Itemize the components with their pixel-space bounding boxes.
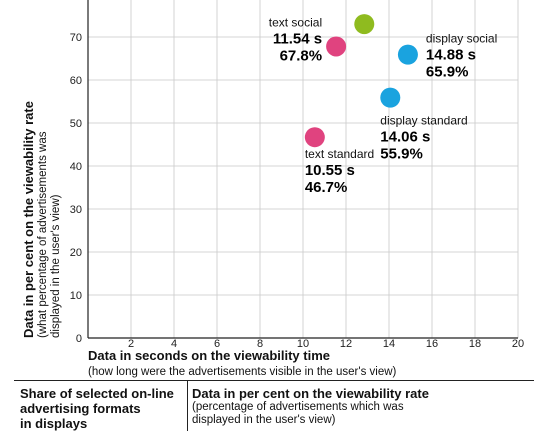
data-point: [354, 14, 375, 35]
point-x-value-label: 11.54 s: [273, 30, 322, 47]
x-tick-label: 2: [128, 338, 134, 350]
axes: [87, 0, 518, 339]
x-tick-label: 18: [469, 338, 481, 350]
scatter-chart: 2 4 6 8 10 12 14 16 18 20 0 10 20 30 40 50 60 70 73.0% te…: [21, 0, 524, 378]
point-x-value-label: 10.55 s: [305, 162, 355, 179]
y-tick-label: 70: [70, 32, 82, 44]
legend-left-line: in displays: [20, 416, 88, 431]
point-y-value-label: 67.8%: [280, 47, 323, 64]
data-point: [397, 44, 418, 65]
x-tick-label: 16: [426, 338, 438, 350]
y-tick-label: 30: [70, 204, 82, 216]
point-y-value-label: 46.7%: [305, 179, 348, 196]
point-name-label: text standard: [305, 147, 374, 161]
point-y-value-label: 73.0%: [374, 0, 417, 4]
legend-left-line: Share of selected on-line: [20, 386, 174, 401]
y-axis-subtitle-line-1: (what percentage of advertisements was: [37, 131, 49, 338]
legend-right-sub: (percentage of advertisements which was: [192, 401, 404, 413]
point-x-value-label: 14.06 s: [380, 129, 430, 146]
point-name-label: display standard: [380, 114, 467, 128]
legend-right-title: Data in per cent on the viewability rate: [192, 386, 429, 401]
data-points: [304, 14, 418, 148]
legend-left-line: advertising formats: [20, 401, 141, 416]
data-point: [304, 127, 325, 148]
y-tick-label: 60: [70, 75, 82, 87]
x-tick-label: 20: [512, 338, 524, 350]
legend-right-sub: displayed in the user's view): [192, 414, 336, 426]
legend-left-cell: Share of selected on-line advertising fo…: [14, 381, 188, 431]
point-name-label: display social: [426, 32, 497, 46]
point-y-value-label: 65.9%: [426, 64, 469, 81]
y-tick-labels: 0 10 20 30 40 50 60 70: [70, 32, 82, 345]
y-axis-title: Data in per cent on the viewability rate: [21, 101, 36, 338]
x-tick-label: 6: [214, 338, 220, 350]
legend-table: Share of selected on-line advertising fo…: [14, 380, 534, 431]
x-tick-label: 4: [171, 338, 177, 350]
y-axis-subtitle-line-2: displayed in the user's view): [50, 194, 62, 338]
point-x-value-label: 14.88 s: [426, 47, 476, 64]
x-tick-label: 8: [257, 338, 263, 350]
x-tick-label: 14: [383, 338, 395, 350]
x-tick-label: 10: [297, 338, 309, 350]
x-axis-title: Data in seconds on the viewability time: [88, 348, 330, 363]
x-axis-subtitle: (how long were the advertisements visibl…: [88, 366, 397, 378]
data-point: [380, 87, 401, 108]
y-tick-label: 50: [70, 118, 82, 130]
y-tick-label: 0: [76, 333, 82, 345]
point-y-value-label: 55.9%: [380, 146, 423, 163]
data-point: [326, 36, 347, 57]
point-name-label: text social: [269, 15, 322, 29]
y-tick-label: 40: [70, 161, 82, 173]
grid: [88, 0, 519, 338]
x-tick-labels: 2 4 6 8 10 12 14 16 18 20: [128, 338, 524, 350]
legend-right-cell: Data in per cent on the viewability rate…: [188, 381, 429, 431]
y-tick-label: 10: [70, 290, 82, 302]
y-tick-label: 20: [70, 247, 82, 259]
x-tick-label: 12: [340, 338, 352, 350]
